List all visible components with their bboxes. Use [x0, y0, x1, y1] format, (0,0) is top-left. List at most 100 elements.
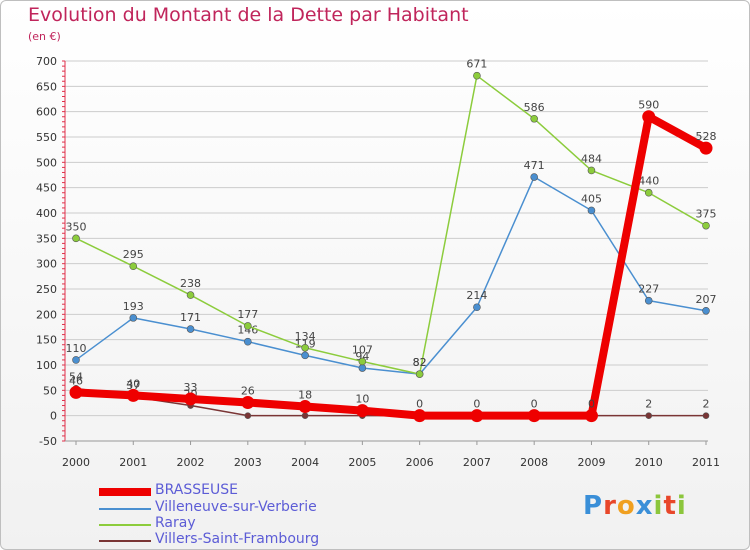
- x-tick-label: 2009: [577, 456, 605, 469]
- data-label-villeneuve-sur-verberie: 207: [696, 293, 717, 306]
- data-point-villeneuve-sur-verberie: [702, 306, 710, 315]
- data-point-villeneuve-sur-verberie: [587, 206, 596, 215]
- data-label-brasseuse: 0: [531, 398, 538, 411]
- legend-label-villers: Villers-Saint-Frambourg: [155, 531, 320, 547]
- data-point-raray: [702, 221, 710, 230]
- data-label-raray: 484: [581, 152, 602, 165]
- data-point-villeneuve-sur-verberie: [530, 173, 538, 181]
- data-label-villeneuve-sur-verberie: 193: [123, 300, 144, 313]
- legend-label-brasseuse: BRASSEUSE: [155, 482, 238, 498]
- data-point-raray: [415, 370, 424, 378]
- data-label-villers-saint-frambourg: 54: [69, 370, 83, 383]
- y-tick-label: 500: [36, 156, 57, 169]
- data-point-brasseuse: [527, 409, 541, 423]
- data-label-villeneuve-sur-verberie: 214: [466, 289, 487, 302]
- data-label-villeneuve-sur-verberie: 405: [581, 192, 602, 205]
- data-point-villers-saint-frambourg: [702, 412, 710, 419]
- chart-subtitle: (en €): [28, 30, 61, 43]
- x-tick-label: 2004: [291, 456, 319, 469]
- data-label-villers-saint-frambourg: 2: [703, 398, 710, 411]
- data-label-raray: 82: [413, 356, 427, 369]
- y-tick-label: 150: [36, 334, 57, 347]
- data-label-villers-saint-frambourg: 2: [645, 398, 652, 411]
- y-tick-label: 200: [36, 308, 57, 321]
- y-tick-label: 250: [36, 283, 57, 296]
- data-point-villeneuve-sur-verberie: [301, 351, 309, 360]
- x-tick-label: 2011: [692, 456, 720, 469]
- legend-swatch-raray: [99, 524, 151, 526]
- data-label-raray: 134: [295, 330, 316, 343]
- data-point-brasseuse: [470, 409, 484, 423]
- x-tick-label: 2005: [348, 456, 376, 469]
- data-label-raray: 177: [237, 308, 258, 321]
- data-label-raray: 375: [696, 208, 717, 221]
- data-label-brasseuse: 26: [241, 384, 255, 397]
- data-point-raray: [244, 322, 252, 330]
- legend-swatch-brasseuse: [99, 488, 151, 496]
- data-point-brasseuse: [699, 141, 713, 155]
- y-tick-label: 300: [36, 258, 57, 271]
- data-label-villeneuve-sur-verberie: 110: [66, 342, 87, 355]
- data-label-villeneuve-sur-verberie: 119: [295, 337, 316, 350]
- data-label-brasseuse: 46: [69, 374, 83, 387]
- x-tick-label: 2010: [635, 456, 663, 469]
- x-tick-label: 2001: [119, 456, 147, 469]
- data-label-raray: 586: [524, 101, 545, 114]
- y-tick-label: 0: [50, 410, 57, 423]
- x-tick-label: 2003: [234, 456, 262, 469]
- x-tick-label: 2006: [406, 456, 434, 469]
- data-label-brasseuse: 0: [473, 398, 480, 411]
- data-point-brasseuse: [184, 392, 198, 406]
- y-tick-label: 550: [36, 131, 57, 144]
- proxiti-logo: Proxiti: [583, 491, 687, 521]
- y-tick-label: -50: [39, 435, 57, 448]
- data-point-villers-saint-frambourg: [645, 412, 653, 419]
- data-label-brasseuse: 0: [416, 398, 423, 411]
- data-label-raray: 671: [466, 58, 487, 71]
- data-label-brasseuse: 0: [588, 398, 595, 411]
- data-point-villeneuve-sur-verberie: [72, 356, 80, 364]
- y-tick-label: 350: [36, 232, 57, 245]
- data-point-brasseuse: [642, 110, 656, 124]
- data-point-villeneuve-sur-verberie: [186, 325, 195, 333]
- legend-swatch-villeneuve: [99, 508, 151, 510]
- data-label-brasseuse: 18: [298, 389, 312, 402]
- data-point-raray: [186, 291, 195, 299]
- data-label-brasseuse: 10: [355, 393, 369, 406]
- data-point-villeneuve-sur-verberie: [358, 364, 367, 372]
- data-point-brasseuse: [126, 388, 140, 402]
- y-tick-label: 600: [36, 106, 57, 119]
- data-point-raray: [72, 234, 80, 243]
- data-point-raray: [587, 166, 596, 175]
- y-tick-label: 100: [36, 359, 57, 372]
- legend-swatch-villers: [99, 540, 151, 542]
- y-tick-label: 400: [36, 207, 57, 220]
- x-tick-label: 2000: [62, 456, 90, 469]
- data-point-raray: [530, 114, 538, 123]
- data-point-villeneuve-sur-verberie: [244, 337, 252, 346]
- x-tick-label: 2008: [520, 456, 548, 469]
- legend-label-villeneuve: Villeneuve-sur-Verberie: [155, 499, 317, 515]
- data-point-villers-saint-frambourg: [301, 412, 309, 419]
- data-point-villeneuve-sur-verberie: [473, 303, 481, 312]
- data-label-brasseuse: 33: [184, 381, 198, 394]
- data-label-raray: 350: [66, 220, 87, 233]
- x-tick-label: 2007: [463, 456, 491, 469]
- data-point-raray: [358, 357, 367, 366]
- data-label-villeneuve-sur-verberie: 146: [237, 324, 258, 337]
- data-point-villers-saint-frambourg: [244, 412, 252, 419]
- legend-label-raray: Raray: [155, 515, 196, 531]
- data-label-raray: 440: [638, 175, 659, 188]
- data-point-villeneuve-sur-verberie: [644, 296, 653, 305]
- data-point-raray: [473, 71, 481, 80]
- y-tick-label: 450: [36, 182, 57, 195]
- y-tick-label: 50: [43, 384, 57, 397]
- data-label-brasseuse: 528: [696, 130, 717, 143]
- data-label-villeneuve-sur-verberie: 471: [524, 159, 545, 172]
- data-point-brasseuse: [584, 409, 598, 423]
- y-tick-label: 700: [36, 55, 57, 68]
- data-label-villeneuve-sur-verberie: 171: [180, 311, 201, 324]
- data-point-villeneuve-sur-verberie: [129, 314, 138, 322]
